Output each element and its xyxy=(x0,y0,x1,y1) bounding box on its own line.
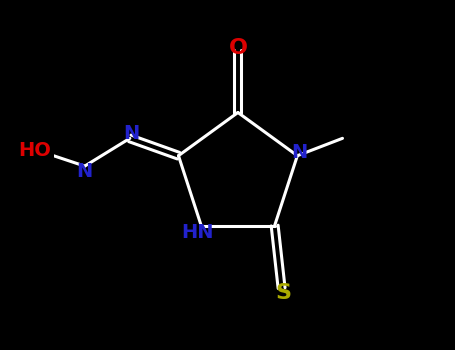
Text: N: N xyxy=(123,124,140,142)
Text: S: S xyxy=(275,283,291,303)
Text: N: N xyxy=(76,162,93,181)
Text: N: N xyxy=(291,144,307,162)
Text: HN: HN xyxy=(182,223,214,242)
Text: O: O xyxy=(228,38,248,58)
Text: HO: HO xyxy=(18,141,51,160)
